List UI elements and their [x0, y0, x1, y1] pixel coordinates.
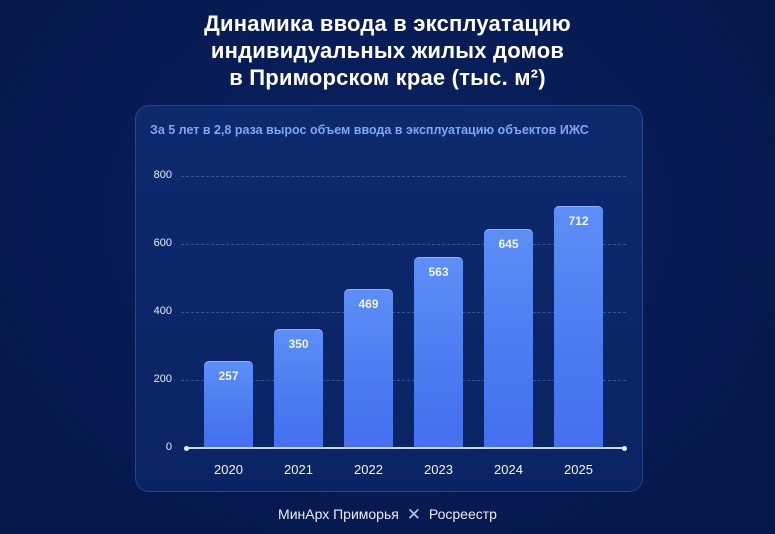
footer-credits: МинАрх Приморья ✕ Росреестр	[0, 505, 775, 525]
axis-start-dot	[184, 445, 189, 451]
bar-2022: 469	[344, 288, 393, 448]
y-axis-tick-400: 400	[153, 305, 172, 317]
gridline	[181, 176, 626, 177]
x-axis-tick-2025: 2025	[564, 462, 593, 477]
y-axis-tick-0: 0	[165, 441, 172, 453]
credit-minarh: МинАрх Приморья	[278, 506, 399, 522]
gridline	[181, 244, 626, 245]
bar-2024: 645	[484, 228, 533, 448]
x-axis-tick-2024: 2024	[494, 462, 523, 477]
bar-value-label: 563	[428, 264, 449, 279]
y-axis-tick-800: 800	[153, 169, 172, 181]
gridline	[181, 380, 626, 381]
x-axis-line	[186, 447, 624, 449]
cross-icon: ✕	[406, 505, 421, 524]
y-axis-tick-200: 200	[153, 373, 172, 385]
x-axis-tick-2021: 2021	[284, 462, 313, 477]
chart-subtitle: За 5 лет в 2,8 раза вырос объем ввода в …	[150, 123, 589, 137]
bar-value-label: 257	[218, 368, 239, 383]
chart-title-line-3: в Приморском крае (тыс. м²)	[229, 65, 546, 90]
chart-title: Динамика ввода в эксплуатацию индивидуал…	[0, 10, 775, 91]
bar-2023: 563	[414, 256, 463, 448]
y-axis-tick-600: 600	[153, 237, 172, 249]
credit-rosreestr: Росреестр	[428, 506, 497, 522]
bar-2021: 350	[274, 329, 323, 448]
chart-card: За 5 лет в 2,8 раза вырос объем ввода в …	[135, 105, 643, 492]
bar-chart-plot: 0 200 400 600 800 257 2020 350 2021 469 2022 563 202…	[136, 106, 642, 491]
bar-2020: 257	[204, 360, 253, 448]
x-axis-tick-2020: 2020	[214, 462, 243, 477]
bar-value-label: 712	[568, 213, 589, 228]
axis-end-dot	[622, 445, 627, 451]
chart-title-line-1: Динамика ввода в эксплуатацию	[204, 11, 571, 36]
x-axis-tick-2022: 2022	[354, 462, 383, 477]
gridline	[181, 312, 626, 313]
chart-title-line-2: индивидуальных жилых домов	[210, 38, 565, 63]
bar-value-label: 469	[358, 296, 379, 311]
bar-value-label: 350	[288, 337, 309, 351]
x-axis-tick-2023: 2023	[424, 462, 453, 477]
bar-2025: 712	[554, 205, 603, 448]
bar-value-label: 645	[498, 236, 519, 251]
